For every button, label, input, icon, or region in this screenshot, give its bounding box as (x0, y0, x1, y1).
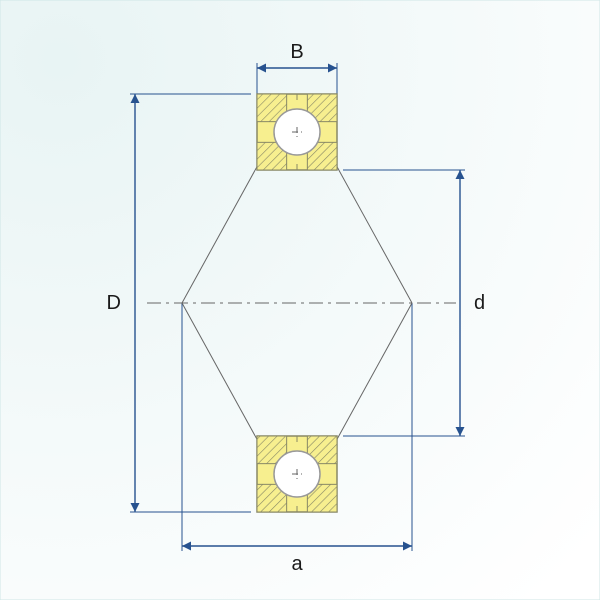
svg-text:d: d (474, 292, 485, 314)
diagram-svg: B Dd a (0, 0, 600, 600)
svg-text:a: a (291, 553, 303, 575)
svg-text:D: D (107, 292, 121, 314)
svg-text:B: B (290, 41, 303, 63)
bearing-diagram: B Dd a (0, 0, 600, 600)
